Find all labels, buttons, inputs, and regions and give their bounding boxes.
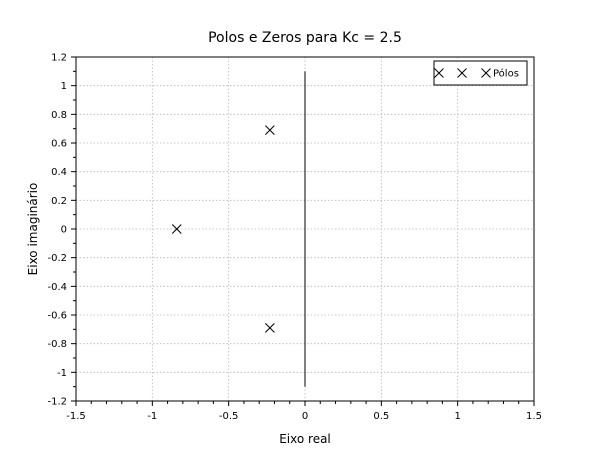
legend-box	[433, 60, 528, 86]
chart-title: Polos e Zeros para Kc = 2.5	[208, 30, 402, 46]
legend-marker	[457, 68, 467, 78]
y-tick-label: 0.6	[51, 139, 67, 150]
y-tick-label: 0	[61, 225, 67, 236]
x-tick-label: -1	[147, 411, 157, 422]
y-tick-label: 1	[61, 81, 67, 92]
y-axis-label: Eixo imaginário	[26, 183, 40, 276]
pole-marker	[171, 224, 182, 234]
pole-marker	[265, 323, 275, 333]
y-tick-label: -0.8	[47, 339, 67, 350]
legend: Pólos	[433, 60, 528, 86]
y-tick-label: -0.6	[47, 311, 67, 322]
data-points	[171, 125, 275, 333]
x-tick-label: 1	[454, 411, 460, 422]
y-tick-label: 0.2	[51, 196, 67, 207]
y-tick-label: -0.4	[47, 282, 67, 293]
x-tick-label: 1.5	[526, 411, 542, 422]
pole-marker	[265, 125, 275, 135]
y-tick-label: 0.4	[51, 167, 67, 178]
legend-marker	[481, 68, 491, 78]
y-tick-label: -1.2	[47, 397, 67, 408]
y-axis-ticks: -1.2 -1 -0.8 -0.6 -0.4 -0.2 0 0.2 0.4 0.6 0.8 1 1.2	[47, 53, 76, 408]
x-tick-label: -0.5	[219, 411, 239, 422]
x-tick-label: 0	[302, 411, 308, 422]
x-tick-label: -1.5	[66, 411, 86, 422]
y-tick-label: -0.2	[47, 253, 67, 264]
y-tick-label: 0.8	[51, 110, 67, 121]
legend-marker	[434, 68, 444, 78]
x-axis-label: Eixo real	[279, 432, 331, 446]
legend-label: Pólos	[493, 68, 519, 80]
x-axis-ticks: -1.5 -1 -0.5 0 0.5 1 1.5	[66, 401, 542, 422]
x-tick-label: 0.5	[373, 411, 389, 422]
y-tick-label: 1.2	[51, 53, 67, 64]
y-tick-label: -1	[57, 368, 67, 379]
